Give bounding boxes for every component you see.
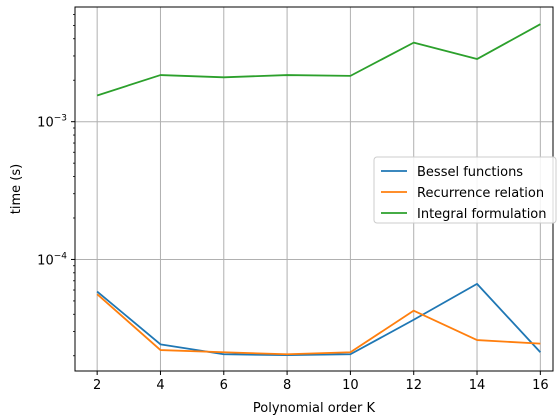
x-tick-label: 12 <box>405 378 422 393</box>
y-tick-label: 10−3 <box>37 114 67 131</box>
y-tick-label: 10−4 <box>37 251 67 268</box>
legend-label: Bessel functions <box>417 165 523 180</box>
x-tick-label: 8 <box>283 378 291 393</box>
y-axis-label: time (s) <box>9 164 24 214</box>
legend-label: Recurrence relation <box>417 186 544 201</box>
x-tick-label: 4 <box>156 378 164 393</box>
x-tick-label: 14 <box>469 378 486 393</box>
y-axis: 10−4 10−3 <box>37 14 75 355</box>
x-axis: 2 4 6 8 10 12 14 16 <box>93 371 549 393</box>
x-tick-label: 2 <box>93 378 101 393</box>
legend: Bessel functions Recurrence relation Integ… <box>374 157 556 223</box>
x-tick-label: 10 <box>342 378 359 393</box>
x-tick-label: 16 <box>532 378 549 393</box>
x-axis-label: Polynomial order K <box>253 401 376 416</box>
x-tick-label: 6 <box>220 378 228 393</box>
legend-label: Integral formulation <box>417 207 547 222</box>
